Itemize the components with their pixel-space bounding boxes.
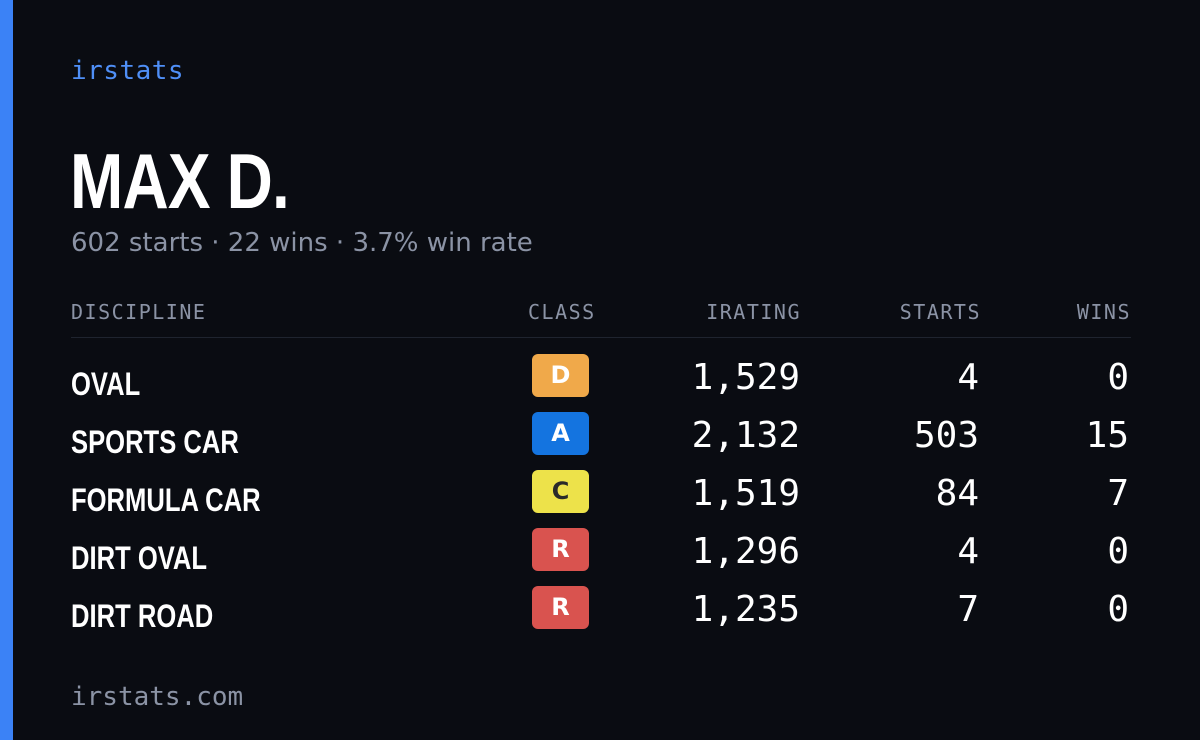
discipline-name: DIRT OVAL xyxy=(71,540,208,576)
wins-value: 0 xyxy=(1107,589,1129,630)
wins-value: 0 xyxy=(1107,531,1129,572)
header-discipline: DISCIPLINE xyxy=(71,300,207,324)
starts-value: 503 xyxy=(913,415,979,456)
table-row: DIRT OVAL R 1,296 4 0 xyxy=(71,522,1131,580)
accent-bar xyxy=(0,0,13,740)
starts-value: 84 xyxy=(935,473,979,514)
discipline-name: SPORTS CAR xyxy=(71,424,239,460)
irating-value: 1,235 xyxy=(691,589,800,630)
table-row: SPORTS CAR A 2,132 503 15 xyxy=(71,406,1131,464)
license-class-badge: R xyxy=(532,528,589,571)
table-row: DIRT ROAD R 1,235 7 0 xyxy=(71,580,1131,638)
wins-value: 0 xyxy=(1107,357,1129,398)
brand-logo-text: irstats xyxy=(71,56,185,86)
irating-value: 2,132 xyxy=(691,415,800,456)
table-row: FORMULA CAR C 1,519 84 7 xyxy=(71,464,1131,522)
irating-value: 1,519 xyxy=(691,473,800,514)
irating-value: 1,296 xyxy=(691,531,800,572)
header-irating: IRATING xyxy=(706,300,801,324)
header-starts: STARTS xyxy=(899,300,981,324)
license-class-badge: D xyxy=(532,354,589,397)
driver-summary: 602 starts · 22 wins · 3.7% win rate xyxy=(71,228,533,258)
irating-value: 1,529 xyxy=(691,357,800,398)
discipline-name: OVAL xyxy=(71,366,141,402)
wins-value: 7 xyxy=(1107,473,1129,514)
header-wins: WINS xyxy=(1076,300,1131,324)
table-row: OVAL D 1,529 4 0 xyxy=(71,348,1131,406)
header-class: CLASS xyxy=(528,300,596,324)
table-body: OVAL D 1,529 4 0 SPORTS CAR A 2,132 503 … xyxy=(71,348,1131,638)
discipline-name: FORMULA CAR xyxy=(71,482,261,518)
license-class-badge: R xyxy=(532,586,589,629)
discipline-name: DIRT ROAD xyxy=(71,598,214,634)
starts-value: 4 xyxy=(957,357,979,398)
wins-value: 15 xyxy=(1085,415,1129,456)
table-header: DISCIPLINE CLASS IRATING STARTS WINS xyxy=(71,300,1131,338)
starts-value: 7 xyxy=(957,589,979,630)
footer-url: irstats.com xyxy=(71,682,244,712)
license-class-badge: A xyxy=(532,412,589,455)
license-class-badge: C xyxy=(532,470,589,513)
starts-value: 4 xyxy=(957,531,979,572)
driver-name: MAX D. xyxy=(70,137,290,225)
